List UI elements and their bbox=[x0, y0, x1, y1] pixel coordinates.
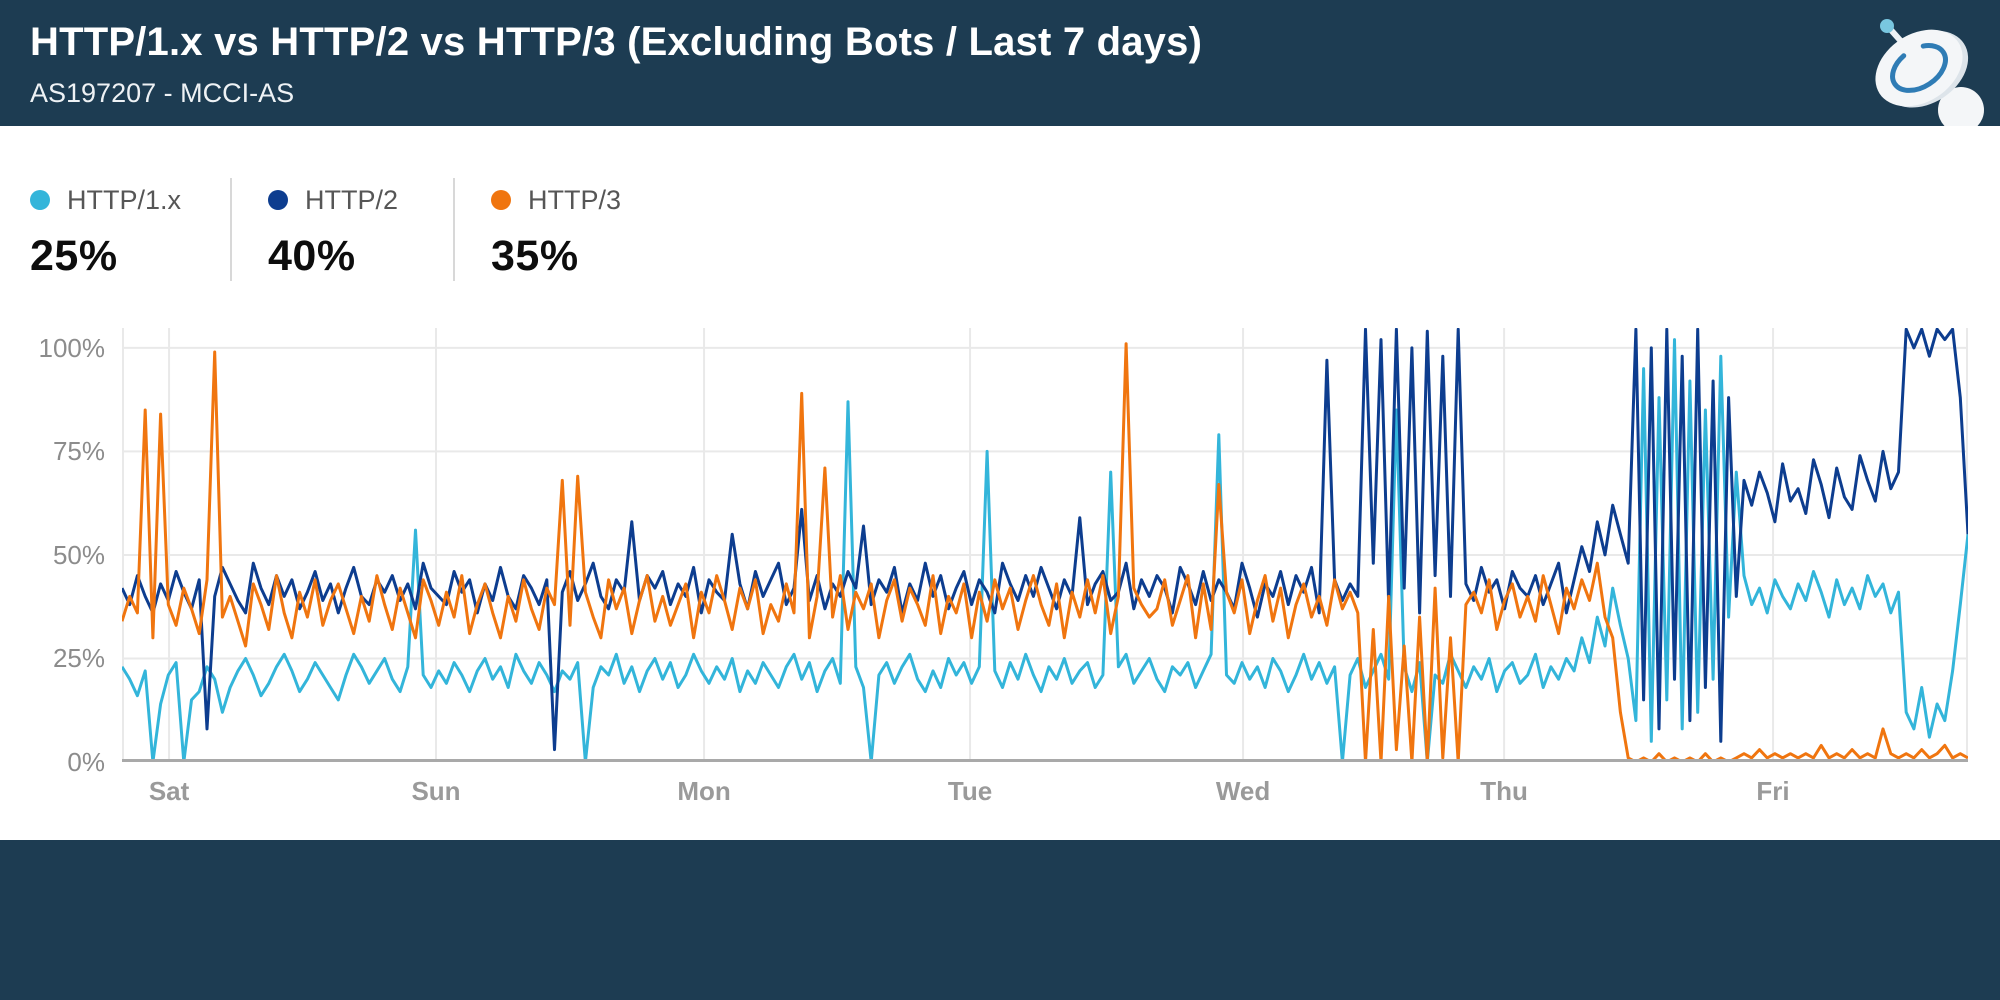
y-tick-label: 25% bbox=[52, 643, 105, 674]
y-tick-label: 75% bbox=[52, 436, 105, 467]
header: HTTP/1.x vs HTTP/2 vs HTTP/3 (Excluding … bbox=[0, 0, 2000, 126]
series-http1x bbox=[122, 338, 1968, 762]
x-tick-label: Fri bbox=[1756, 776, 1790, 806]
legend-value: 25% bbox=[30, 232, 118, 280]
legend-value: 35% bbox=[491, 232, 579, 280]
x-tick-label: Thu bbox=[1480, 776, 1528, 806]
y-tick-label: 100% bbox=[38, 332, 106, 363]
legend-item-http1x: HTTP/1.x 25% bbox=[30, 178, 230, 281]
x-tick-label: Mon bbox=[677, 776, 731, 806]
series-http3 bbox=[122, 342, 1968, 762]
legend-item-http3: HTTP/3 35% bbox=[453, 178, 676, 281]
legend-label: HTTP/3 bbox=[528, 184, 622, 215]
footer: CLOUDFLARE Data shown from September 16,… bbox=[0, 840, 2000, 1000]
x-tick-label: Sun bbox=[411, 776, 461, 806]
series-http2 bbox=[122, 328, 1968, 752]
http1x-dot-icon bbox=[30, 190, 50, 210]
legend-label: HTTP/2 bbox=[305, 184, 399, 215]
legend-value: 40% bbox=[268, 232, 356, 280]
line-chart: 0% 25% 50% 75% 100% Sat Sun Mon Tue Wed Thu Fri bbox=[0, 240, 2000, 840]
legend: HTTP/1.x 25% HTTP/2 40% HTTP/3 35% bbox=[30, 178, 676, 281]
legend-item-http2: HTTP/2 40% bbox=[230, 178, 453, 281]
x-tick-label: Tue bbox=[947, 776, 993, 806]
legend-label: HTTP/1.x bbox=[67, 184, 182, 215]
y-tick-label: 50% bbox=[52, 539, 105, 570]
page-title: HTTP/1.x vs HTTP/2 vs HTTP/3 (Excluding … bbox=[30, 20, 1203, 64]
radar-dish-icon bbox=[1875, 19, 1984, 126]
y-tick-label: 0% bbox=[67, 747, 105, 777]
x-tick-label: Wed bbox=[1215, 776, 1271, 806]
http3-dot-icon bbox=[491, 190, 511, 210]
http2-dot-icon bbox=[268, 190, 288, 210]
plot-area bbox=[122, 328, 1968, 762]
x-tick-label: Sat bbox=[148, 776, 190, 806]
asn-subtitle: AS197207 - MCCI-AS bbox=[30, 78, 295, 108]
